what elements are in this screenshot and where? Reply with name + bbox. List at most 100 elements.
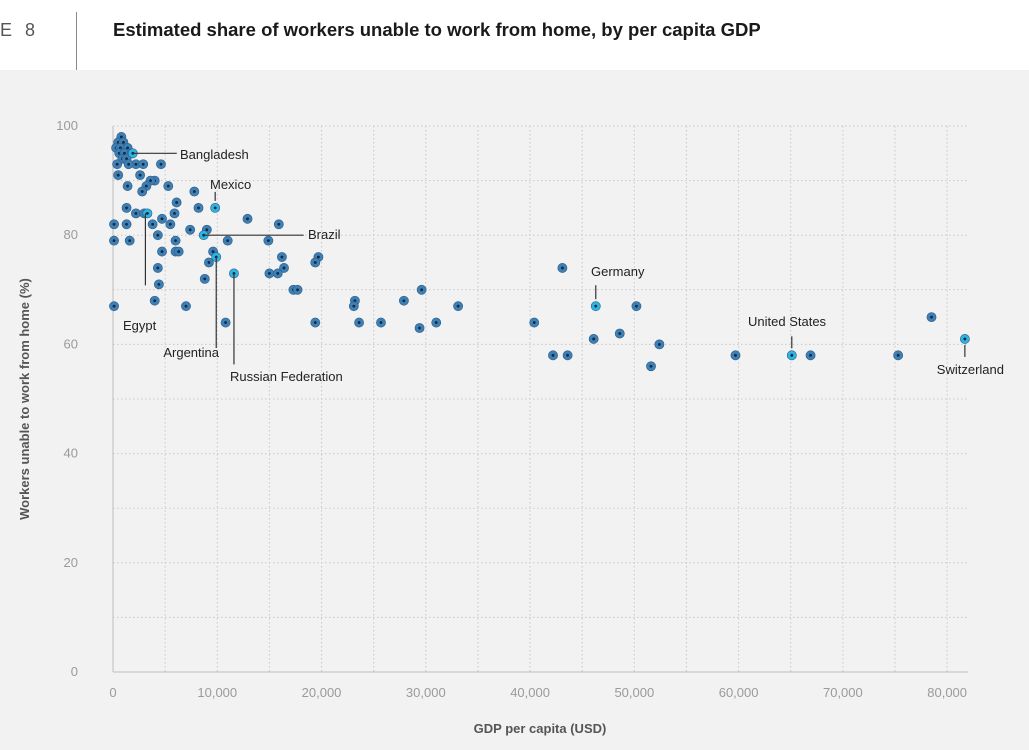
annotation-egypt: Egypt xyxy=(123,318,157,333)
point-center xyxy=(175,201,179,204)
data-point xyxy=(631,301,642,312)
point-center xyxy=(560,266,564,270)
point-center xyxy=(313,261,317,264)
y-tick-label: 80 xyxy=(64,227,78,242)
highlight-point xyxy=(210,202,221,213)
point-center xyxy=(618,332,622,335)
data-points xyxy=(109,132,970,372)
point-center xyxy=(213,206,217,210)
point-center xyxy=(173,211,176,215)
point-center xyxy=(566,353,570,357)
data-point xyxy=(156,159,166,170)
point-center xyxy=(116,173,120,177)
data-point xyxy=(165,219,176,230)
highlight-point xyxy=(786,350,797,361)
point-center xyxy=(112,239,116,243)
y-tick-label: 100 xyxy=(56,118,78,133)
point-center xyxy=(160,250,164,253)
data-point xyxy=(654,339,665,350)
data-point xyxy=(277,252,287,262)
point-center xyxy=(282,266,286,270)
point-center xyxy=(246,217,249,221)
point-center xyxy=(734,353,737,357)
y-tick-label: 0 xyxy=(71,664,78,679)
point-center xyxy=(203,277,207,281)
data-point xyxy=(588,334,599,344)
data-point xyxy=(348,301,359,312)
data-point xyxy=(193,202,204,213)
data-point xyxy=(614,328,625,339)
data-point xyxy=(805,350,816,361)
point-center xyxy=(128,239,132,243)
point-center xyxy=(153,299,157,303)
point-center xyxy=(790,353,794,357)
data-point xyxy=(152,230,163,241)
data-point xyxy=(124,235,135,246)
highlight-point xyxy=(590,301,601,312)
data-point xyxy=(557,263,568,273)
point-center xyxy=(184,304,188,308)
point-center xyxy=(122,140,125,144)
point-center xyxy=(166,184,170,188)
data-point xyxy=(431,317,442,328)
x-tick-label: 60,000 xyxy=(719,685,759,700)
point-center xyxy=(357,321,361,324)
annotation-germany: Germany xyxy=(591,264,645,279)
grid-lines xyxy=(112,125,968,673)
point-center xyxy=(809,353,812,357)
data-point xyxy=(149,295,160,306)
figure-label: E 8 xyxy=(0,20,40,40)
annotation-united-states: United States xyxy=(748,314,827,329)
point-center xyxy=(134,162,138,166)
point-center xyxy=(352,304,356,308)
data-point xyxy=(562,350,573,361)
data-point xyxy=(453,301,464,312)
point-center xyxy=(138,173,142,177)
point-center xyxy=(119,135,123,139)
data-point xyxy=(138,159,149,170)
x-tick-label: 40,000 xyxy=(510,685,550,700)
x-tick-label: 80,000 xyxy=(927,685,967,700)
point-center xyxy=(280,255,284,259)
point-center xyxy=(211,250,215,253)
data-point xyxy=(310,257,321,268)
data-point xyxy=(121,219,132,230)
point-center xyxy=(197,206,200,210)
data-point xyxy=(121,202,132,213)
point-center xyxy=(140,190,144,193)
point-center xyxy=(156,233,160,237)
y-axis-title: Workers unable to work from home (%) xyxy=(17,278,32,520)
data-point xyxy=(376,317,386,328)
data-point xyxy=(171,197,182,208)
point-center xyxy=(635,304,638,308)
data-point xyxy=(399,295,409,306)
data-point xyxy=(279,263,289,273)
point-center xyxy=(159,162,163,166)
data-point xyxy=(135,170,146,181)
point-center xyxy=(456,304,460,308)
point-center xyxy=(127,162,131,166)
data-point xyxy=(242,213,253,224)
point-center xyxy=(115,162,119,166)
point-center xyxy=(112,304,116,308)
data-point xyxy=(222,235,233,246)
point-center xyxy=(160,217,164,221)
data-point xyxy=(185,224,196,235)
point-center xyxy=(146,211,149,215)
data-point xyxy=(926,312,937,322)
data-point xyxy=(199,273,210,284)
data-point xyxy=(264,268,275,279)
point-center xyxy=(156,266,160,270)
data-point xyxy=(204,257,214,268)
data-point xyxy=(893,350,904,361)
data-point xyxy=(548,350,558,361)
point-center xyxy=(434,321,438,324)
point-center xyxy=(930,315,933,319)
point-center xyxy=(125,157,128,161)
data-point xyxy=(109,235,119,246)
data-point xyxy=(170,235,181,246)
annotation-argentina: Argentina xyxy=(163,345,219,360)
data-point xyxy=(152,263,163,273)
x-tick-label: 70,000 xyxy=(823,685,863,700)
